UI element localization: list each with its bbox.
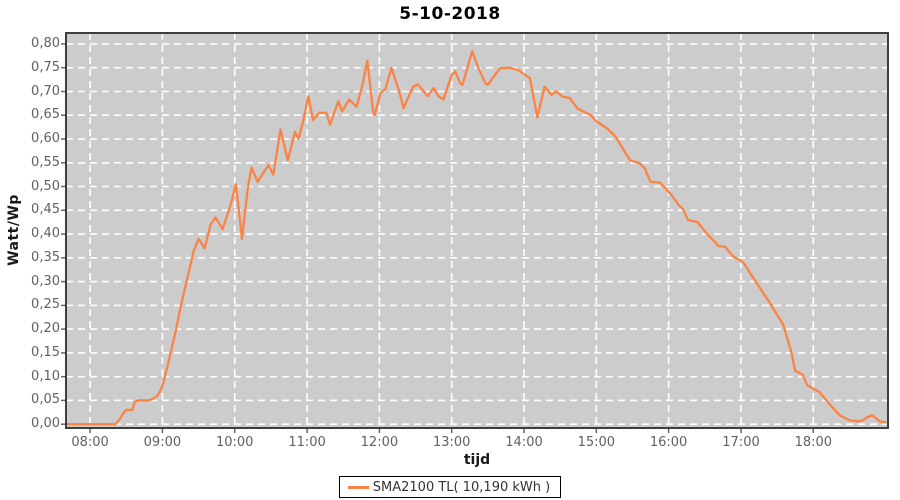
y-tick-label: 0,15 (31, 344, 60, 360)
x-tick-label: 16:00 (649, 435, 688, 450)
x-axis-title: tijd (463, 452, 491, 468)
legend-label: SMA2100 TL( 10,190 kWh ) (372, 479, 551, 495)
plot-border (65, 32, 889, 429)
y-tick-label: 0,05 (31, 392, 60, 408)
y-tick-label: 0,30 (31, 273, 60, 289)
y-tick-label: 0,10 (31, 368, 60, 384)
legend-line-swatch (347, 485, 369, 489)
legend-box: SMA2100 TL( 10,190 kWh ) (338, 476, 562, 498)
plot-background (66, 33, 888, 428)
y-tick-label: 0,35 (31, 249, 60, 265)
x-tick-label: 11:00 (288, 435, 326, 450)
x-tick-label: 08:00 (71, 435, 109, 450)
x-tick-label: 12:00 (360, 435, 399, 450)
x-tick-label: 15:00 (577, 435, 616, 450)
y-tick-label: 0,25 (31, 297, 60, 313)
y-tick-label: 0,50 (31, 178, 60, 194)
x-tick-label: 13:00 (432, 435, 471, 450)
legend-row: SMA2100 TL( 10,190 kWh ) (0, 476, 900, 498)
x-tick-label: 14:00 (505, 435, 543, 450)
y-tick-label: 0,70 (31, 83, 60, 99)
y-tick-label: 0,60 (31, 131, 60, 146)
x-tick-label: 17:00 (722, 435, 760, 450)
y-tick-label: 0,45 (31, 202, 60, 218)
y-tick-label: 0,00 (31, 416, 60, 432)
y-tick-label: 0,80 (31, 35, 60, 51)
y-tick-label: 0,55 (31, 154, 60, 170)
x-tick-label: 18:00 (794, 435, 833, 450)
x-tick-label: 09:00 (143, 435, 182, 450)
y-tick-label: 0,20 (31, 321, 60, 337)
y-tick-label: 0,75 (31, 59, 60, 75)
series-line (64, 49, 887, 426)
y-tick-label: 0,40 (31, 226, 60, 242)
x-tick-label: 10:00 (215, 435, 254, 450)
chart-title: 5-10-2018 (399, 4, 501, 24)
y-tick-label: 0,65 (31, 107, 60, 123)
